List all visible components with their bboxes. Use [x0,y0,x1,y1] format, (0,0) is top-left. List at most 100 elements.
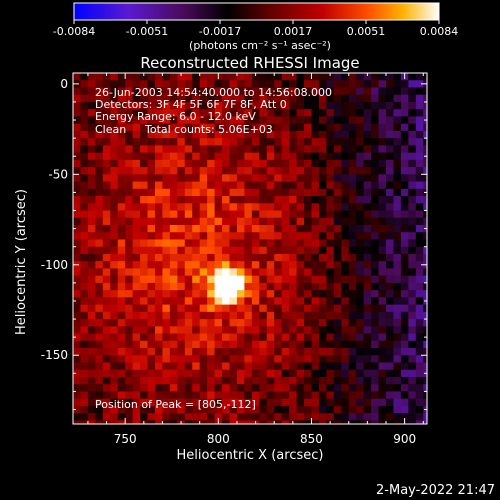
heatmap-cell [125,181,134,190]
heatmap-cell [177,348,186,356]
heatmap-cell [415,362,424,371]
heatmap-cell [236,239,246,248]
heatmap-cell [274,253,283,262]
heatmap-cell [363,152,372,161]
heatmap-cell [132,261,141,270]
heatmap-cell [356,94,365,103]
heatmap-cell [162,210,171,219]
heatmap-cell [73,405,82,414]
heatmap-cell [371,362,380,371]
heatmap-cell [207,152,216,161]
heatmap-cell [169,152,178,161]
heatmap-cell [400,138,409,146]
heatmap-cell [169,268,178,277]
heatmap-cell [236,152,246,161]
heatmap-cell [423,246,427,255]
heatmap-cell [154,275,164,284]
heatmap-cell [222,181,231,190]
heatmap-cell [304,405,313,414]
heatmap-cell [192,152,201,161]
heatmap-cell [266,362,275,371]
heatmap-cell [251,246,260,255]
heatmap-cell [393,94,402,103]
heatmap-cell [244,333,253,342]
heatmap-cell [87,210,96,219]
heatmap-cell [326,80,335,89]
heatmap-cell [73,333,82,342]
heatmap-cell [132,355,141,364]
heatmap-cell [162,261,171,270]
heatmap-cell [259,109,268,118]
heatmap-cell [326,275,335,284]
heatmap-cell [371,152,380,161]
heatmap-cell [296,369,305,378]
heatmap-cell [311,80,320,89]
heatmap-cell [73,145,82,154]
heatmap-cell [87,275,96,284]
heatmap-cell [393,413,402,421]
heatmap-cell [408,297,417,306]
heatmap-cell [214,181,223,190]
heatmap-cell [125,239,134,248]
heatmap-cell [117,275,126,284]
heatmap-cell [281,340,290,349]
heatmap-cell [356,405,365,414]
heatmap-cell [274,384,283,393]
heatmap-cell [304,138,313,146]
heatmap-cell [266,188,275,197]
heatmap-cell [162,232,171,241]
heatmap-cell [363,239,372,248]
heatmap-cell [400,369,409,378]
heatmap-cell [162,362,171,371]
heatmap-cell [229,261,238,270]
heatmap-cell [386,181,395,190]
heatmap-cell [236,73,246,81]
heatmap-cell [423,290,427,298]
heatmap-cell [341,261,350,270]
heatmap-cell [147,297,156,306]
heatmap-cell [214,326,223,335]
heatmap-cell [348,319,357,327]
heatmap-cell [371,290,380,298]
heatmap-cell [274,159,283,168]
heatmap-cell [199,398,208,407]
heatmap-cell [140,348,149,356]
heatmap-cell [326,413,335,421]
heatmap-cell [192,159,201,168]
heatmap-cell [162,94,171,103]
heatmap-cell [274,188,283,197]
heatmap-cell [363,304,372,313]
heatmap-cell [311,159,320,168]
heatmap-cell [222,101,231,110]
heatmap-cell [154,311,164,320]
heatmap-cell [169,376,178,385]
heatmap-cell [408,268,417,277]
heatmap-cell [229,138,238,146]
heatmap-cell [132,159,141,168]
heatmap-cell [154,304,164,313]
heatmap-cell [423,232,427,241]
heatmap-cell [274,319,283,327]
heatmap-cell [363,101,372,110]
heatmap-cell [348,152,357,161]
heatmap-cell [222,130,231,139]
heatmap-cell [281,253,290,262]
heatmap-cell [169,116,178,125]
heatmap-cell [162,239,171,248]
heatmap-cell [80,159,89,168]
heatmap-cell [132,123,141,132]
heatmap-cell [199,73,208,81]
heatmap-cell [341,304,350,313]
heatmap-cell [304,196,313,204]
heatmap-cell [311,376,320,385]
heatmap-cell [199,261,208,270]
heatmap-cell [281,326,290,335]
heatmap-cell [199,101,208,110]
heatmap-cell [333,340,342,349]
heatmap-cell [318,188,327,197]
heatmap-cell [125,159,134,168]
heatmap-cell [117,239,126,248]
heatmap-cell [378,87,387,96]
heatmap-cell [117,420,126,424]
heatmap-cell [378,167,387,175]
